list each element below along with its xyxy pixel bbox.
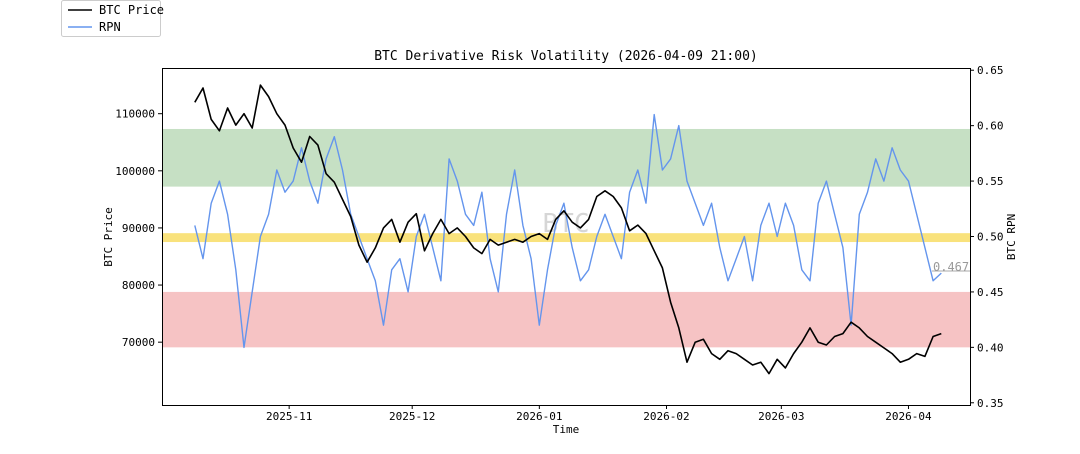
y-right-tick-label-0: 0.35 xyxy=(977,397,1004,410)
series-line-btc-price xyxy=(194,84,942,375)
x-tick-label-1: 2025-12 xyxy=(389,410,435,423)
x-tick-label-0: 2025-11 xyxy=(266,410,312,423)
y-right-axis-ticks: 0.35 0.40 0.45 0.50 0.55 0.60 0.65 xyxy=(970,64,1004,410)
y-left-tick-label-4: 110000 xyxy=(115,108,155,121)
risk-band-1 xyxy=(162,233,970,243)
risk-band-0 xyxy=(162,128,970,187)
y-left-tick-label-2: 90000 xyxy=(122,222,155,235)
legend: BTC Price RPN xyxy=(61,0,164,37)
x-tick-label-2: 2026-01 xyxy=(516,410,562,423)
series-line-rpn xyxy=(194,113,942,349)
y-left-axis-ticks: 70000 80000 90000 100000 110000 xyxy=(115,108,162,349)
y-right-tick-label-2: 0.45 xyxy=(977,286,1004,299)
risk-band-2 xyxy=(162,291,970,348)
y-left-tick-label-0: 70000 xyxy=(122,336,155,349)
y-right-tick-label-3: 0.50 xyxy=(977,231,1004,244)
plot-frame xyxy=(162,68,971,406)
x-tick-label-4: 2026-03 xyxy=(758,410,804,423)
y-left-axis-label: BTC Price xyxy=(102,207,115,267)
x-axis-label: Time xyxy=(553,423,580,436)
x-axis-ticks: 2025-11 2025-12 2026-01 2026-02 2026-03 2026-… xyxy=(266,405,932,423)
legend-label-btc-price: BTC Price xyxy=(99,3,164,17)
y-left-tick-label-3: 100000 xyxy=(115,165,155,178)
x-tick-label-3: 2026-02 xyxy=(643,410,689,423)
y-right-axis-label: BTC RPN xyxy=(1005,214,1018,260)
y-left-tick-label-1: 80000 xyxy=(122,279,155,292)
x-tick-label-5: 2026-04 xyxy=(885,410,932,423)
y-right-tick-label-1: 0.40 xyxy=(977,341,1004,354)
risk-bands xyxy=(162,128,970,348)
y-right-tick-label-5: 0.60 xyxy=(977,120,1004,133)
y-right-tick-label-6: 0.65 xyxy=(977,64,1004,77)
last-value-label: 0.467 xyxy=(933,260,969,274)
chart-title: BTC Derivative Risk Volatility (2026-04-… xyxy=(374,49,758,64)
legend-label-rpn: RPN xyxy=(99,20,121,34)
y-right-tick-label-4: 0.55 xyxy=(977,175,1004,188)
